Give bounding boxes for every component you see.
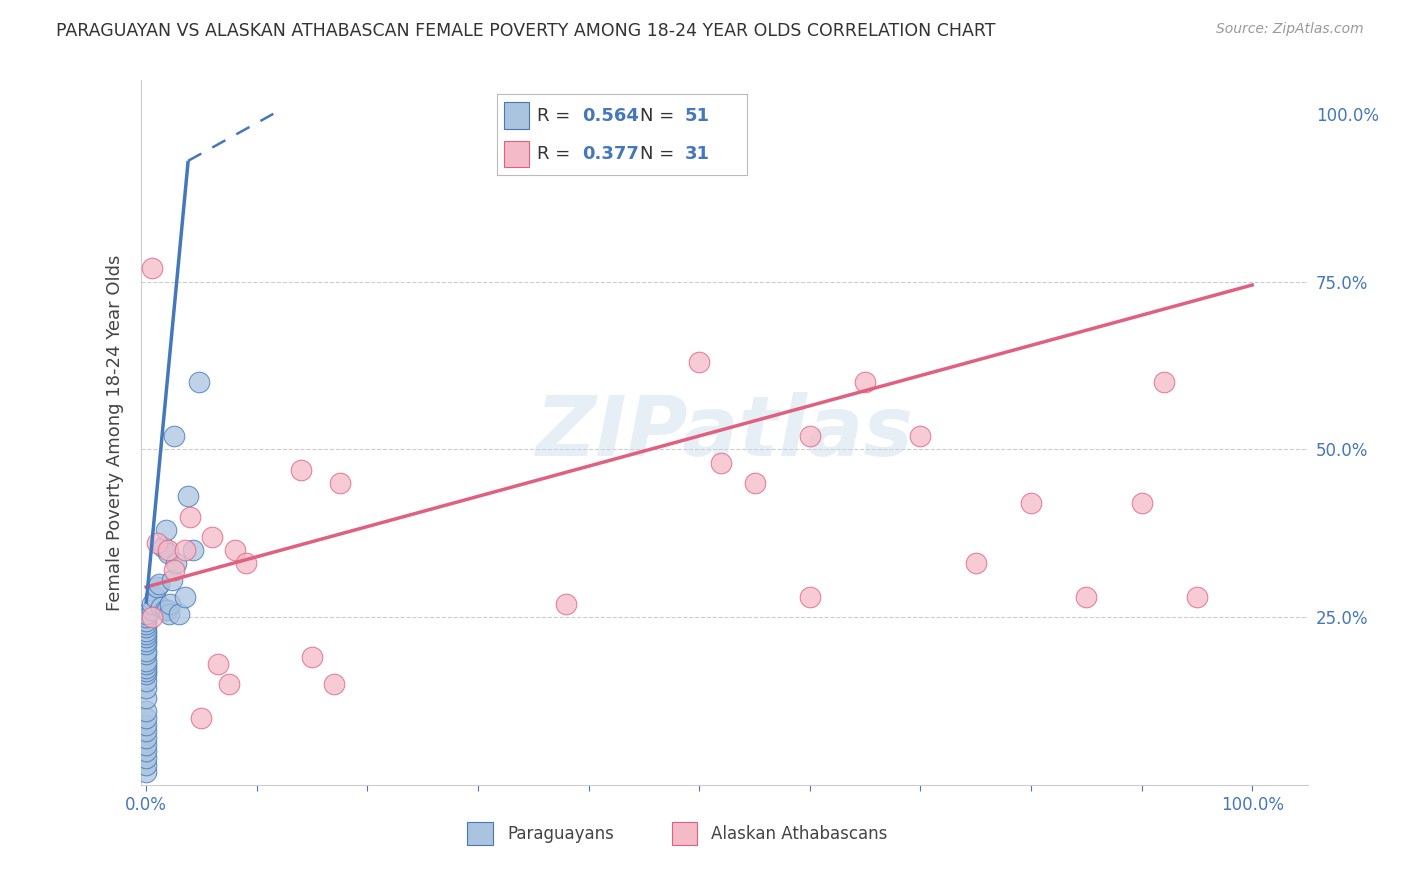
- Point: [201, 530, 224, 544]
- Text: Alaskan Athabascans: Alaskan Athabascans: [711, 824, 887, 843]
- Point: [135, 630, 157, 644]
- Y-axis label: Female Poverty Among 18-24 Year Olds: Female Poverty Among 18-24 Year Olds: [105, 254, 124, 611]
- Text: Paraguayans: Paraguayans: [508, 824, 614, 843]
- Text: Source: ZipAtlas.com: Source: ZipAtlas.com: [1216, 22, 1364, 37]
- Point: [157, 607, 180, 621]
- Point: [143, 590, 166, 604]
- Point: [149, 600, 172, 615]
- Point: [173, 590, 195, 604]
- Bar: [467, 822, 494, 845]
- Point: [135, 644, 157, 658]
- Point: [323, 677, 346, 691]
- Point: [190, 711, 212, 725]
- Point: [135, 731, 157, 745]
- Point: [135, 751, 157, 765]
- Point: [218, 677, 240, 691]
- Point: [173, 543, 195, 558]
- Point: [135, 647, 157, 661]
- Point: [135, 616, 157, 631]
- Point: [710, 456, 733, 470]
- Text: PARAGUAYAN VS ALASKAN ATHABASCAN FEMALE POVERTY AMONG 18-24 YEAR OLDS CORRELATIO: PARAGUAYAN VS ALASKAN ATHABASCAN FEMALE …: [56, 22, 995, 40]
- Point: [169, 607, 191, 621]
- Point: [159, 597, 181, 611]
- Point: [301, 650, 323, 665]
- Point: [177, 489, 200, 503]
- Point: [135, 738, 157, 752]
- Point: [799, 590, 821, 604]
- Point: [135, 657, 157, 672]
- Point: [157, 546, 180, 560]
- Point: [188, 376, 211, 390]
- Point: [135, 764, 157, 779]
- Point: [135, 667, 157, 681]
- Point: [1185, 590, 1208, 604]
- Point: [141, 610, 163, 624]
- Point: [135, 633, 157, 648]
- Point: [135, 620, 157, 634]
- Point: [165, 557, 187, 571]
- Point: [146, 580, 169, 594]
- Text: ZIPatlas: ZIPatlas: [536, 392, 912, 473]
- Point: [141, 261, 163, 276]
- Point: [1130, 496, 1153, 510]
- Point: [135, 724, 157, 739]
- Point: [181, 543, 204, 558]
- Point: [329, 475, 352, 490]
- Point: [153, 603, 176, 617]
- Point: [135, 624, 157, 638]
- Point: [799, 429, 821, 443]
- Point: [135, 690, 157, 705]
- Point: [135, 704, 157, 718]
- Point: [135, 681, 157, 695]
- Point: [853, 376, 876, 390]
- Point: [163, 429, 186, 443]
- Point: [157, 543, 180, 558]
- Point: [135, 607, 157, 621]
- Point: [135, 660, 157, 674]
- Point: [135, 711, 157, 725]
- Point: [141, 603, 163, 617]
- Point: [135, 637, 157, 651]
- Point: [1019, 496, 1042, 510]
- Point: [910, 429, 932, 443]
- Point: [965, 557, 987, 571]
- Point: [148, 576, 170, 591]
- Point: [135, 717, 157, 731]
- Point: [146, 536, 169, 550]
- Point: [135, 673, 157, 688]
- Point: [207, 657, 229, 672]
- Point: [163, 563, 186, 577]
- Point: [155, 523, 177, 537]
- Point: [555, 597, 578, 611]
- Point: [135, 654, 157, 668]
- Point: [135, 757, 157, 772]
- Point: [160, 574, 183, 588]
- Point: [1076, 590, 1098, 604]
- Point: [135, 614, 157, 628]
- Point: [290, 462, 312, 476]
- Point: [744, 475, 766, 490]
- Point: [141, 597, 163, 611]
- Point: [179, 509, 201, 524]
- Point: [156, 603, 179, 617]
- Point: [135, 610, 157, 624]
- Point: [135, 664, 157, 678]
- Point: [1153, 376, 1175, 390]
- Point: [235, 557, 257, 571]
- Point: [135, 627, 157, 641]
- Point: [152, 540, 174, 554]
- Point: [688, 355, 710, 369]
- Point: [135, 744, 157, 758]
- Point: [224, 543, 246, 558]
- Bar: [672, 822, 697, 845]
